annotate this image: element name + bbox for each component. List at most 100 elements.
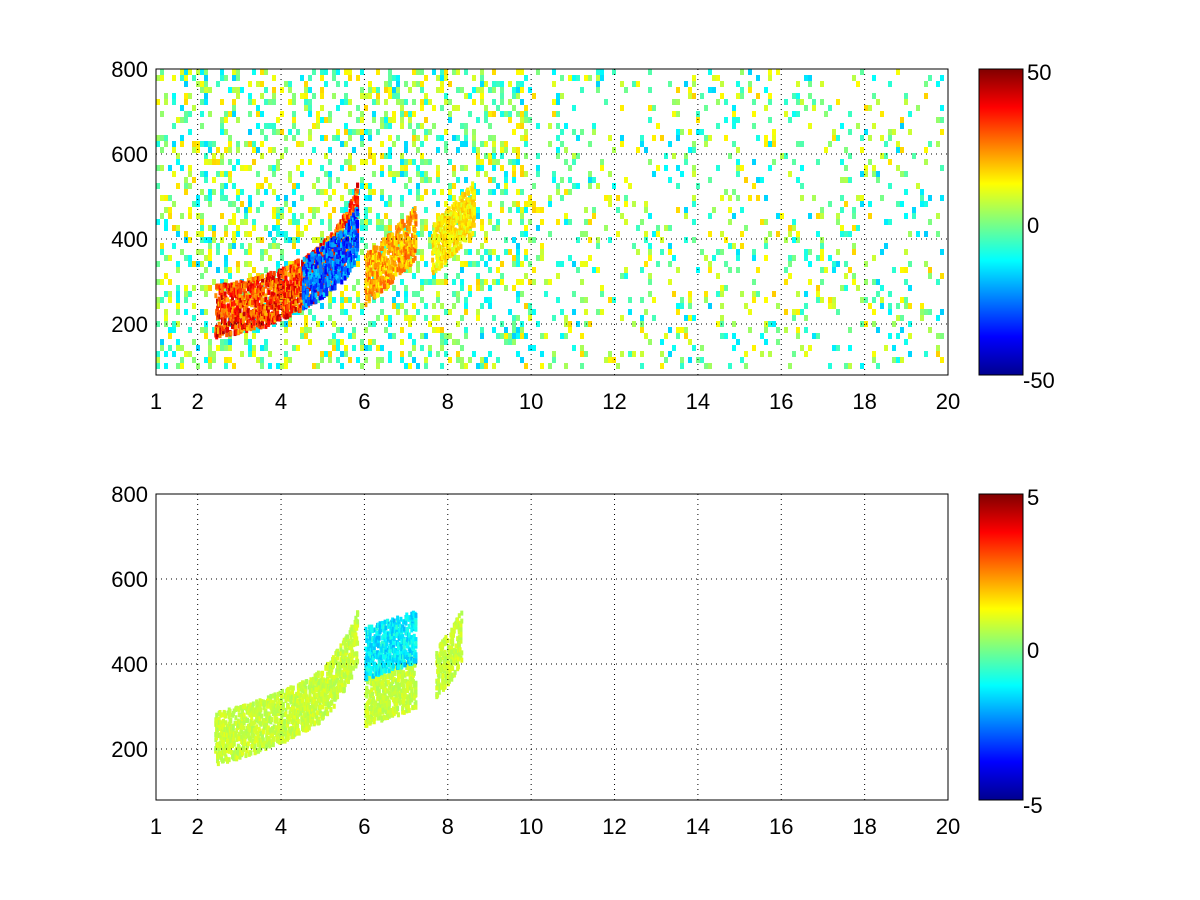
heatmap-cell — [416, 123, 420, 129]
heatmap-cell — [364, 282, 368, 288]
heatmap-cell — [388, 279, 392, 285]
heatmap-cell — [484, 171, 488, 177]
heatmap-cell — [912, 207, 916, 213]
heatmap-cell — [504, 111, 508, 117]
heatmap-cell — [449, 211, 453, 217]
heatmap-cell — [488, 297, 492, 303]
heatmap-cell — [428, 99, 432, 105]
heatmap-cell — [432, 123, 436, 129]
heatmap-cell — [377, 276, 381, 282]
heatmap-cell — [411, 257, 415, 263]
heatmap-cell — [940, 129, 944, 135]
heatmap-cell — [596, 69, 600, 75]
heatmap-cell — [461, 205, 465, 211]
heatmap-cell — [576, 321, 580, 327]
heatmap-cell — [240, 327, 244, 333]
heatmap-cell — [220, 123, 224, 129]
heatmap-cell — [248, 261, 252, 267]
heatmap-cell — [276, 219, 280, 225]
heatmap-cell — [508, 207, 512, 213]
heatmap-cell — [244, 207, 248, 213]
heatmap-cell — [876, 327, 880, 333]
heatmap-cell — [588, 141, 592, 147]
heatmap-cell — [516, 291, 520, 297]
heatmap-cell — [200, 111, 204, 117]
heatmap-cell — [180, 117, 184, 123]
heatmap-cell — [156, 135, 160, 141]
heatmap-cell — [560, 309, 564, 315]
heatmap-cell — [856, 81, 860, 87]
heatmap-cell — [230, 287, 234, 293]
heatmap-cell — [456, 214, 460, 220]
heatmap-cell — [303, 285, 307, 291]
heatmap-cell — [476, 153, 480, 159]
heatmap-cell — [476, 207, 480, 213]
heatmap-cell — [305, 275, 309, 281]
heatmap-cell — [351, 209, 355, 215]
heatmap-cell — [250, 276, 254, 282]
heatmap-cell — [552, 81, 556, 87]
heatmap-cell — [403, 245, 407, 251]
heatmap-cell — [217, 296, 221, 302]
heatmap-cell — [800, 183, 804, 189]
heatmap-cell — [300, 195, 304, 201]
heatmap-cell — [332, 69, 336, 75]
heatmap-cell — [568, 177, 572, 183]
heatmap-cell — [465, 218, 469, 224]
heatmap-cell — [936, 141, 940, 147]
heatmap-cell — [192, 75, 196, 81]
heatmap-cell — [496, 105, 500, 111]
heatmap-cell — [888, 81, 892, 87]
heatmap-cell — [296, 267, 300, 273]
heatmap-cell — [660, 339, 664, 345]
heatmap-cell — [212, 237, 216, 243]
heatmap-cell — [308, 283, 312, 289]
heatmap-cell — [452, 303, 456, 309]
heatmap-cell — [345, 265, 349, 271]
heatmap-cell — [376, 257, 380, 263]
heatmap-cell — [216, 243, 220, 249]
heatmap-cell — [428, 159, 432, 165]
heatmap-cell — [276, 225, 280, 231]
heatmap-cell — [336, 69, 340, 75]
heatmap-cell — [401, 218, 405, 224]
heatmap-cell — [400, 111, 404, 117]
heatmap-cell — [236, 87, 240, 93]
heatmap-cell — [220, 171, 224, 177]
heatmap-cell — [828, 363, 832, 369]
heatmap-cell — [459, 236, 463, 242]
heatmap-cell — [349, 212, 353, 218]
heatmap-cell — [736, 195, 740, 201]
heatmap-cell — [448, 159, 452, 165]
heatmap-cell — [216, 329, 220, 335]
heatmap-cell — [688, 129, 692, 135]
heatmap-cell — [580, 363, 584, 369]
heatmap-cell — [233, 313, 237, 319]
heatmap-cell — [464, 215, 468, 221]
heatmap-cell — [480, 255, 484, 261]
heatmap-cell — [288, 207, 292, 213]
heatmap-cell — [788, 273, 792, 279]
heatmap-cell — [504, 339, 508, 345]
heatmap-cell — [228, 135, 232, 141]
heatmap-cell — [224, 261, 228, 267]
heatmap-cell — [333, 247, 337, 253]
heatmap-cell — [512, 321, 516, 327]
heatmap-cell — [732, 105, 736, 111]
heatmap-cell — [584, 309, 588, 315]
heatmap-cell — [500, 207, 504, 213]
heatmap-cell — [372, 245, 376, 251]
heatmap-cell — [344, 183, 348, 189]
heatmap-cell — [287, 292, 291, 298]
heatmap-cell — [466, 190, 470, 196]
heatmap-cell — [436, 177, 440, 183]
heatmap-cell — [744, 351, 748, 357]
heatmap-cell — [768, 117, 772, 123]
heatmap-cell — [680, 327, 684, 333]
heatmap-cell — [312, 299, 316, 305]
heatmap-cell — [156, 297, 160, 303]
heatmap-cell — [668, 141, 672, 147]
heatmap-cell — [292, 183, 296, 189]
heatmap-cell — [788, 255, 792, 261]
heatmap-cell — [704, 141, 708, 147]
